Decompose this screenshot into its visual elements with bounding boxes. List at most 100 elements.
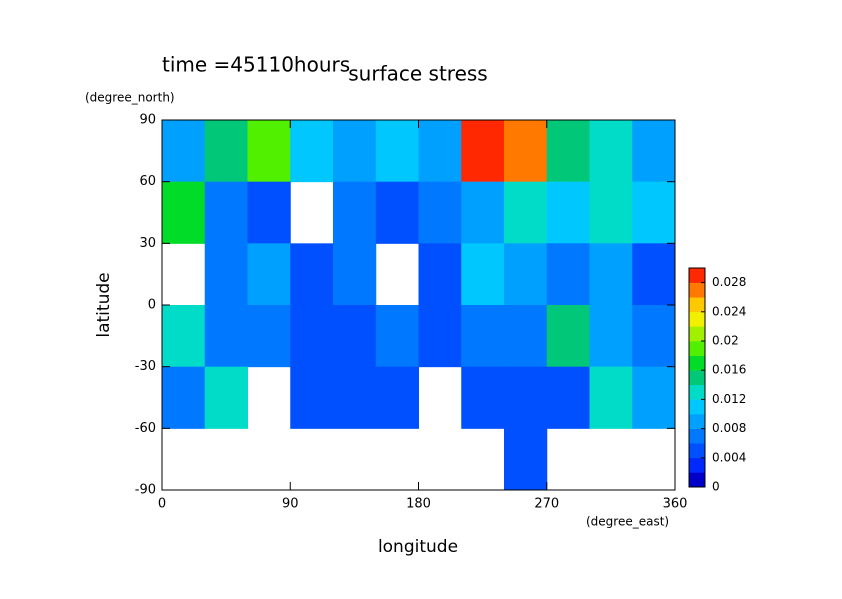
chart-title: surface stress [348, 62, 487, 86]
field-cell [589, 120, 633, 183]
field-cell [546, 181, 590, 244]
field-cell [632, 181, 676, 244]
colorbar-tick-label: 0.012 [712, 392, 746, 406]
colorbar-tick-label: 0.02 [712, 334, 739, 348]
colorbar-tick-label: 0.016 [712, 363, 746, 377]
field-cell [589, 366, 633, 429]
field-cell [290, 120, 334, 183]
field-cell [204, 181, 248, 244]
field-cell [504, 120, 548, 183]
colorbar-tick-label: 0.004 [712, 450, 746, 464]
colorbar-swatch [689, 370, 705, 386]
field-cell [247, 305, 291, 368]
colorbar-swatch [689, 399, 705, 415]
field-cell [247, 181, 291, 244]
field-cell [375, 305, 419, 368]
y-tick-label: 30 [139, 236, 156, 251]
field-cell [632, 305, 676, 368]
field-cell [375, 181, 419, 244]
field-cell [333, 120, 377, 183]
colorbar-swatch [689, 472, 705, 488]
field-cell [204, 120, 248, 183]
field-cell [333, 366, 377, 429]
field-cell [589, 243, 633, 306]
colorbar-swatch [689, 443, 705, 459]
field-cell [418, 120, 462, 183]
x-tick-label: 270 [534, 497, 559, 512]
field-cell [418, 243, 462, 306]
field-cell [204, 243, 248, 306]
colorbar-tick-label: 0.028 [712, 275, 746, 289]
field-cell [461, 305, 505, 368]
y-tick-label: -90 [135, 483, 156, 498]
field-cell [333, 305, 377, 368]
x-tick-label: 180 [406, 497, 431, 512]
y-tick-label: 60 [139, 174, 156, 189]
field-cell [589, 181, 633, 244]
field-cell [333, 181, 377, 244]
x-tick-label: 360 [663, 497, 688, 512]
y-axis-label: latitude [94, 272, 114, 337]
field-cell [546, 305, 590, 368]
y-unit: (degree_north) [85, 91, 175, 105]
y-tick-label: -60 [135, 421, 156, 436]
colorbar-swatch [689, 341, 705, 356]
colorbar-tick-label: 0.024 [712, 304, 746, 318]
colorbar-swatch [689, 297, 705, 313]
field-cell [589, 305, 633, 368]
time-annotation: time =45110hours [162, 53, 350, 77]
field-cell [504, 366, 548, 429]
field-cell [461, 243, 505, 306]
field-cell [546, 366, 590, 429]
y-tick-label: 0 [148, 298, 156, 313]
field-cell [375, 366, 419, 429]
field-cell [247, 120, 291, 183]
field-cell [162, 181, 206, 244]
field-cell [290, 243, 334, 306]
field-cell [247, 243, 291, 306]
colorbar-swatch [689, 457, 705, 473]
field-cell [461, 366, 505, 429]
field-cell [632, 366, 676, 429]
field-cell [162, 366, 206, 429]
field-cell [290, 366, 334, 429]
colorbar-swatch [689, 268, 705, 283]
field-cell [504, 181, 548, 244]
field-cell [290, 305, 334, 368]
x-tick-label: 90 [282, 497, 299, 512]
field-cell [204, 366, 248, 429]
colorbar-swatch [689, 282, 705, 298]
field-cell [632, 243, 676, 306]
colorbar-frame [688, 267, 706, 488]
y-tick-label: -30 [135, 359, 156, 374]
y-tick-label: 90 [139, 113, 156, 128]
colorbar-swatch [689, 326, 705, 342]
x-tick-label: 0 [158, 497, 166, 512]
field-cell [504, 305, 548, 368]
field-cell [461, 120, 505, 183]
field-cell [504, 243, 548, 306]
colorbar-swatch [689, 428, 705, 444]
field-cell [546, 243, 590, 306]
field-cell [375, 120, 419, 183]
colorbar-tick-label: 0.008 [712, 421, 746, 435]
field-cell [333, 243, 377, 306]
colorbar-swatch [689, 414, 705, 429]
field-cell [204, 305, 248, 368]
field-cell [418, 305, 462, 368]
colorbar-tick-label: 0 [712, 480, 720, 494]
field-cell [162, 305, 206, 368]
colorbar-swatch [689, 311, 705, 327]
colorbar-swatch [689, 384, 705, 400]
x-axis-label: longitude [378, 537, 458, 557]
field-cell [546, 120, 590, 183]
colorbar-swatch [689, 355, 705, 371]
field-cell [418, 181, 462, 244]
field-cell [504, 428, 548, 491]
field-cell [461, 181, 505, 244]
field-cell [162, 120, 206, 183]
x-unit: (degree_east) [586, 515, 669, 529]
field-cell [632, 120, 676, 183]
